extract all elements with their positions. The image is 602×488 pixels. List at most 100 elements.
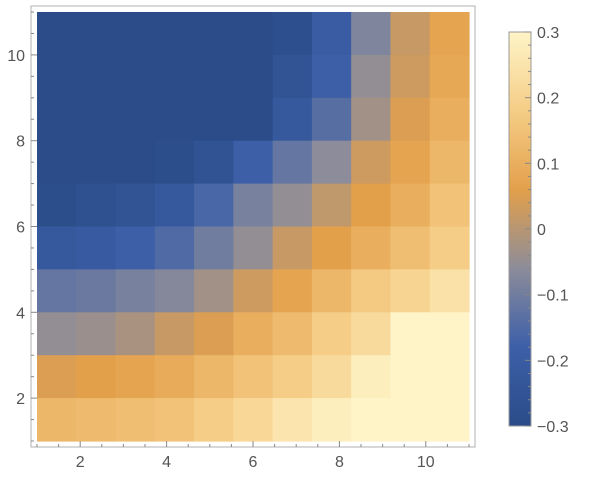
- heatmap-cell: [115, 12, 156, 56]
- heatmap-cell: [115, 183, 156, 228]
- heatmap-cell: [429, 269, 470, 313]
- heatmap-cell: [154, 140, 195, 185]
- heatmap-cell: [194, 312, 234, 356]
- heatmap-cell: [194, 398, 234, 442]
- heatmap-cell: [76, 312, 117, 356]
- heatmap-cell: [154, 312, 195, 356]
- heatmap-cell: [311, 12, 352, 56]
- heatmap-cell: [311, 355, 352, 399]
- heatmap-cell: [272, 355, 313, 399]
- heatmap-cell: [194, 12, 234, 56]
- heatmap-cell: [194, 54, 234, 99]
- heatmap-cell: [154, 183, 195, 228]
- heatmap-cell: [233, 312, 274, 356]
- heatmap-cell: [429, 140, 470, 185]
- heatmap-cell: [351, 183, 392, 228]
- heatmap-cell: [272, 226, 313, 270]
- y-tick-label: 10: [7, 48, 25, 65]
- heatmap-cell: [76, 183, 117, 228]
- heatmap-cell: [194, 97, 234, 142]
- heatmap-cell: [429, 12, 470, 56]
- heatmap-cell: [115, 226, 156, 270]
- colorbar-tick-label: 0: [537, 222, 546, 239]
- heatmap-cell: [194, 226, 234, 270]
- heatmap-cell: [154, 269, 195, 313]
- heatmap-cell: [351, 226, 392, 270]
- heatmap-cell: [76, 398, 117, 442]
- heatmap-cell: [76, 226, 117, 270]
- heatmap-cell: [115, 312, 156, 356]
- heatmap-cell: [154, 226, 195, 270]
- heatmap-cell: [429, 355, 470, 399]
- heatmap-cell: [272, 398, 313, 442]
- colorbar-tick-label: −0.3: [537, 419, 569, 436]
- heatmap-cell: [233, 269, 274, 313]
- heatmap-cell: [154, 12, 195, 56]
- heatmap-cell: [194, 140, 234, 185]
- colorbar-tick-label: −0.1: [537, 288, 569, 305]
- heatmap-cell: [272, 97, 313, 142]
- colorbar-tick-label: −0.2: [537, 353, 569, 370]
- heatmap-cell: [76, 12, 117, 56]
- heatmap-cell: [311, 140, 352, 185]
- colorbar-tick-label: 0.1: [537, 156, 559, 173]
- heatmap-cell: [429, 183, 470, 228]
- heatmap-cell: [429, 226, 470, 270]
- heatmap-cell: [390, 97, 431, 142]
- heatmap-cell: [311, 269, 352, 313]
- heatmap-cell: [115, 398, 156, 442]
- heatmap-cell: [390, 355, 431, 399]
- x-tick-label: 2: [76, 454, 85, 471]
- heatmap-cell: [76, 140, 117, 185]
- heatmap-cell: [429, 97, 470, 142]
- x-axis: 2 4 6 8 10: [36, 441, 470, 471]
- heatmap-cell: [272, 12, 313, 56]
- y-axis: 2 4 6 8 10: [7, 11, 37, 442]
- heatmap-cell: [154, 398, 195, 442]
- heatmap-cell: [429, 398, 470, 442]
- heatmap-cell: [154, 54, 195, 99]
- heatmap-cell: [37, 398, 77, 442]
- heatmap-cell: [311, 54, 352, 99]
- heatmap-cell: [351, 97, 392, 142]
- colorbar: 0.3 0.2 0.1 0 −0.1 −0.2 −0.3: [508, 25, 569, 436]
- heatmap-cell: [76, 97, 117, 142]
- heatmap-cell: [311, 226, 352, 270]
- heatmap-cell: [37, 312, 77, 356]
- colorbar-tick-label: 0.3: [537, 25, 559, 42]
- heatmap-cell: [429, 54, 470, 99]
- y-tick-label: 4: [16, 305, 25, 322]
- y-tick-label: 8: [16, 134, 25, 151]
- heatmap-cell: [76, 54, 117, 99]
- heatmap-cell: [233, 183, 274, 228]
- heatmap-cell: [233, 355, 274, 399]
- heatmap-cell: [76, 355, 117, 399]
- heatmap-cell: [233, 54, 274, 99]
- heatmap-cell: [351, 12, 392, 56]
- x-tick-label: 4: [162, 454, 171, 471]
- heatmap-cell: [311, 183, 352, 228]
- heatmap-cell: [272, 312, 313, 356]
- y-tick-label: 2: [16, 391, 25, 408]
- heatmap-cell: [272, 183, 313, 228]
- x-tick-label: 6: [249, 454, 258, 471]
- heatmap-cell: [390, 183, 431, 228]
- heatmap-cell: [351, 355, 392, 399]
- heatmap-cell: [390, 140, 431, 185]
- heatmap-cell: [76, 269, 117, 313]
- heatmap-cell: [37, 269, 77, 313]
- heatmap-cells: [37, 12, 470, 442]
- heatmap-cell: [115, 54, 156, 99]
- heatmap-cell: [115, 97, 156, 142]
- heatmap-cell: [351, 312, 392, 356]
- heatmap-cell: [390, 269, 431, 313]
- heatmap-cell: [390, 398, 431, 442]
- heatmap-cell: [272, 54, 313, 99]
- heatmap-cell: [272, 269, 313, 313]
- heatmap-cell: [233, 398, 274, 442]
- heatmap-cell: [272, 140, 313, 185]
- heatmap-cell: [37, 97, 77, 142]
- heatmap-cell: [233, 12, 274, 56]
- heatmap-cell: [154, 355, 195, 399]
- heatmap-cell: [37, 12, 77, 56]
